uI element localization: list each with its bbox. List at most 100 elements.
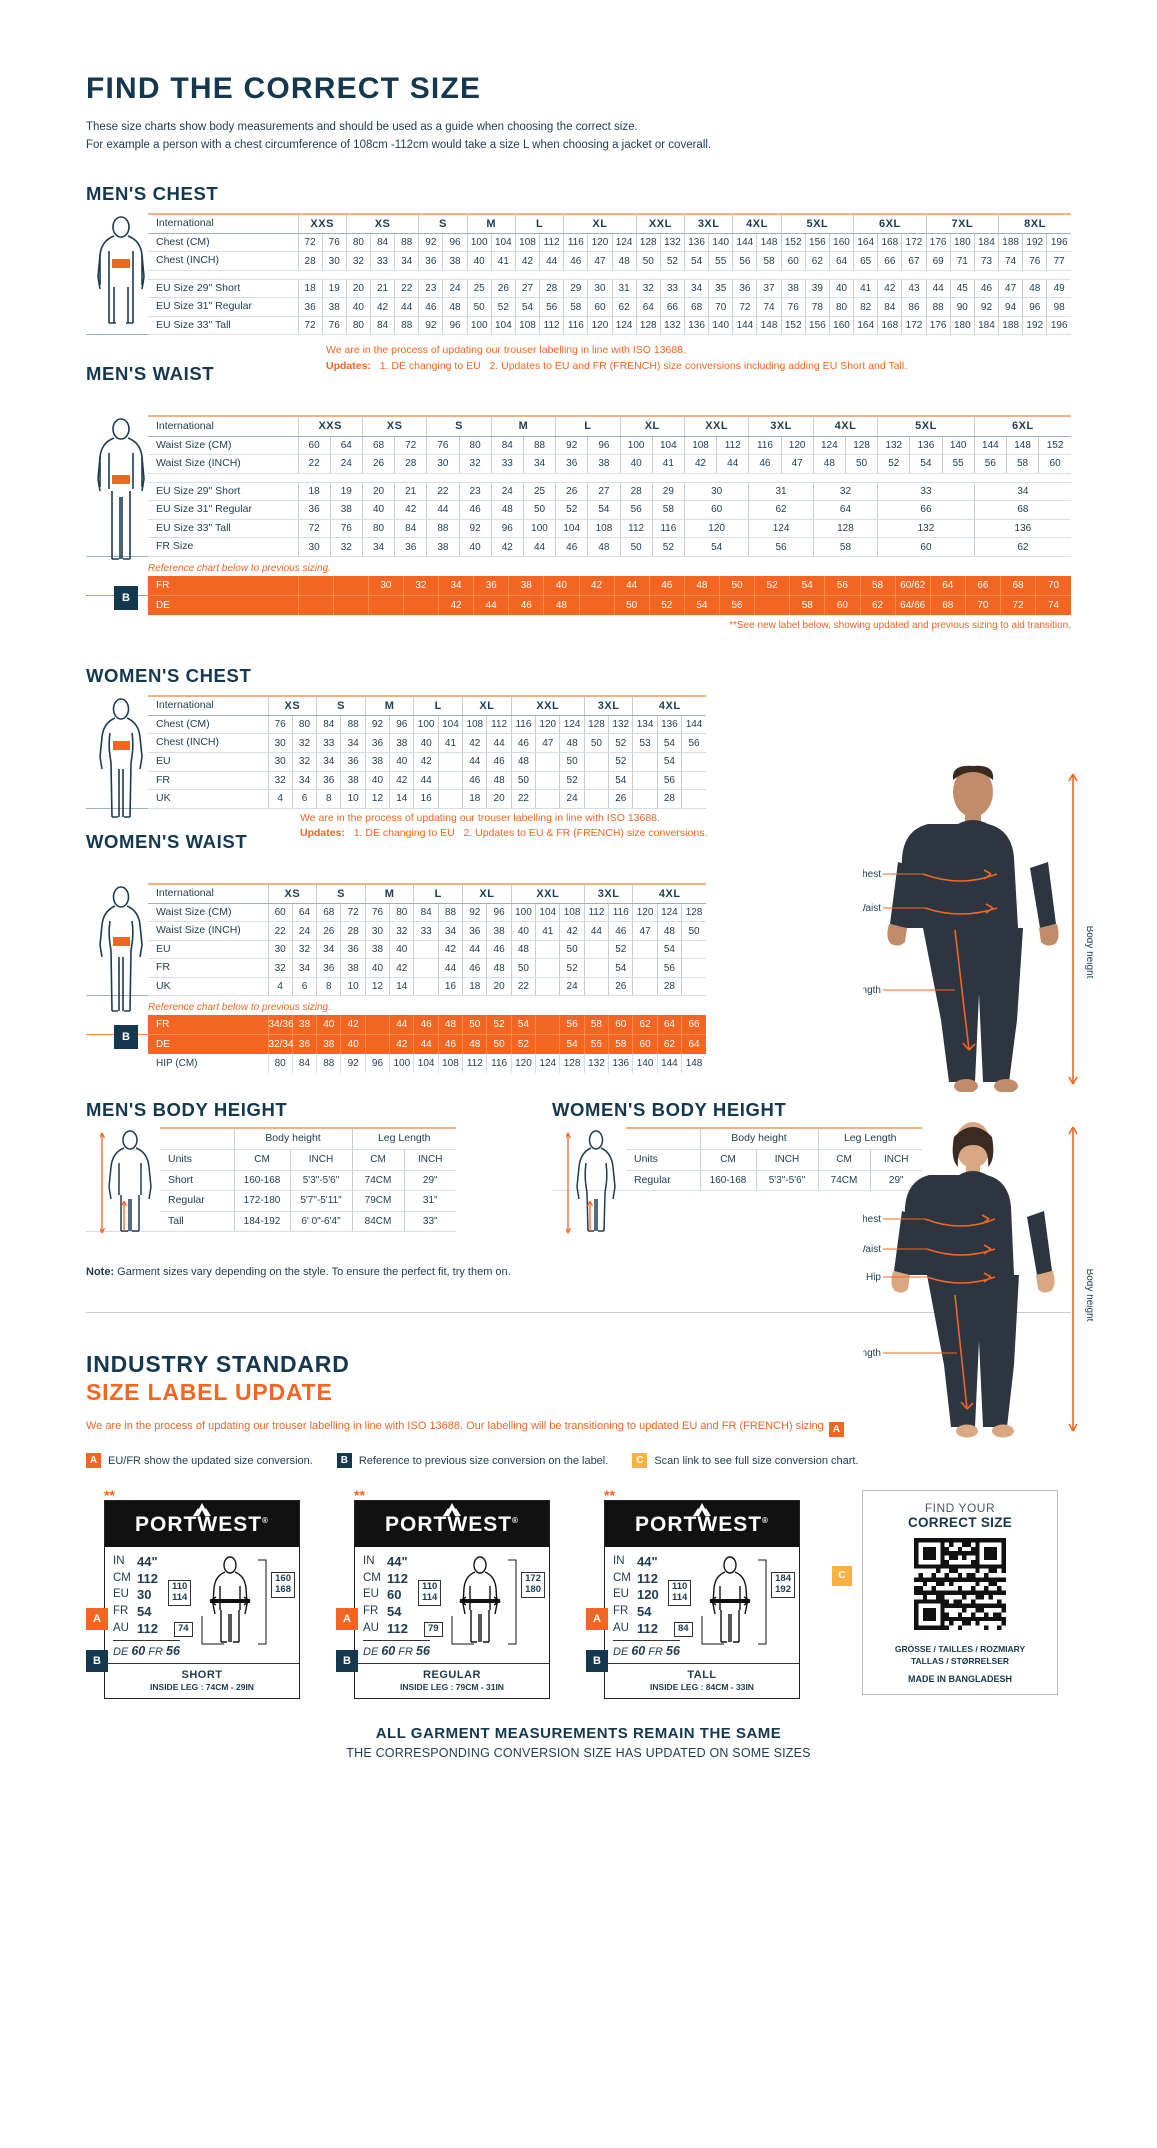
- table-cell: 84: [369, 233, 395, 253]
- table-cell: 38: [329, 500, 363, 520]
- stars-marker: **: [354, 1487, 365, 1504]
- size-header: XXL: [683, 415, 749, 437]
- table-cell: 108: [437, 1054, 463, 1074]
- ref-table-cell: 66: [964, 575, 1001, 596]
- size-header: L: [514, 212, 564, 234]
- table-cell: 40: [466, 251, 492, 271]
- table-cell: 88: [437, 903, 463, 923]
- table-cell: 77: [1046, 251, 1071, 271]
- table-cell: 40: [361, 500, 395, 520]
- womens-waist-table-area: International XS S M L XL XXL 3XL 4XL Waist Size …: [86, 882, 706, 1074]
- portwest-wordmark: PORTWEST®: [135, 1513, 269, 1537]
- qr-card[interactable]: FIND YOUR CORRECT SIZE GRÖSSE / TAILLES / …: [862, 1490, 1058, 1696]
- table-row: UK 4 6 8 10 12 14 16 18 20 22 24 26 28: [86, 977, 706, 997]
- table-cell: 20: [486, 789, 512, 809]
- table-cell: 21: [369, 279, 395, 299]
- table-row: EU Size 31" Regular 36 38 40 42 44 46 48 50 52 54 5…: [86, 297, 1071, 317]
- table-row: EU Size 29" Short 18 19 20 21 22 23 24 25 26 27 28 2…: [86, 482, 1071, 502]
- table-cell: 56: [732, 251, 757, 271]
- table-cell: 68: [973, 500, 1071, 520]
- row-label: FR: [148, 958, 268, 978]
- table-cell: 64: [828, 251, 854, 271]
- table-cell: 92: [555, 436, 588, 456]
- table-cell: 184: [973, 233, 999, 253]
- table-cell: 41: [651, 454, 685, 474]
- size-header: XL: [462, 694, 512, 716]
- table-cell: 124: [748, 519, 814, 539]
- ref-table-cell: 40: [316, 1015, 341, 1035]
- table-cell: 152: [780, 316, 806, 336]
- table-cell: 46: [418, 297, 443, 317]
- table-cell: 36: [418, 251, 443, 271]
- table-cell: [583, 977, 609, 997]
- table-cell: 32: [345, 251, 371, 271]
- table-cell: 12: [364, 789, 390, 809]
- table-cell: 28: [394, 454, 427, 474]
- table-cell: 25: [466, 279, 492, 299]
- table-cell: 58: [651, 500, 685, 520]
- table-row: Waist Size (INCH) 22 24 26 28 30 32 33 34 36 38 40 4…: [86, 921, 706, 941]
- table-cell: 48: [656, 921, 682, 941]
- table-cell: 144: [973, 436, 1007, 456]
- table-cell: 84: [316, 715, 341, 735]
- table-cell: 38: [364, 752, 390, 772]
- table-cell: 33: [490, 454, 524, 474]
- table-cell: 180: [949, 233, 975, 253]
- table-cell: 120: [535, 715, 560, 735]
- womens-body-height-block: WOMEN'S BODY HEIGHT: [552, 1099, 922, 1234]
- ref-table-cell: 70: [1035, 575, 1071, 596]
- garment-label: PORTWEST® IN 44" CM 112 EU 30 FR 54 AU 112 DE 60 FR…: [104, 1500, 300, 1700]
- table-cell: 6: [291, 789, 317, 809]
- section-divider: [86, 1312, 1071, 1314]
- table-cell: 6: [291, 977, 317, 997]
- table-cell: 74CM: [817, 1170, 870, 1192]
- table-cell: 16: [413, 789, 439, 809]
- qr-code-icon[interactable]: [914, 1538, 1006, 1631]
- size-header: 5XL: [877, 415, 975, 437]
- table-cell: 128: [635, 233, 661, 253]
- table-cell: [681, 752, 706, 772]
- row-label: International: [148, 415, 298, 437]
- ref-table-cell: 40: [543, 575, 579, 596]
- table-cell: 54: [608, 958, 633, 978]
- table-cell: 50: [681, 921, 706, 941]
- table-cell: 72: [297, 519, 331, 539]
- table-cell: 41: [535, 921, 560, 941]
- table-cell: 92: [418, 233, 443, 253]
- row-label: DE: [148, 594, 298, 615]
- table-cell: 132: [659, 316, 685, 336]
- size-header: L: [413, 882, 463, 904]
- table-cell: 140: [941, 436, 975, 456]
- measure-key: IN: [113, 1555, 125, 1568]
- measure-value: 54: [387, 1604, 402, 1620]
- updates-item-2: 2. Updates to EU and FR (FRENCH) size co…: [489, 360, 908, 373]
- row-label: Chest (INCH): [148, 733, 268, 754]
- table-cell: 52: [877, 454, 910, 474]
- size-header: XXS: [297, 212, 347, 234]
- table-cell: 36: [297, 500, 331, 520]
- table-row: FR 32 34 36 38 40 42 44 46 48 50 52 54 56: [86, 771, 706, 791]
- measure-key: EU: [363, 1588, 379, 1601]
- womens-waist-updates-notice: We are in the process of updating our tr…: [300, 811, 707, 843]
- ref-table-cell: 58: [789, 594, 825, 615]
- table-cell: 5'3"-5'6": [755, 1170, 818, 1192]
- figure-cell: [86, 1128, 160, 1233]
- intro-line-2: For example a person with a chest circum…: [86, 138, 712, 151]
- table-cell: 184-192: [233, 1211, 290, 1233]
- table-cell: 108: [683, 436, 717, 456]
- measure-value: 54: [137, 1604, 152, 1620]
- model-photos-column: Chest Waist Leg Length Body height: [831, 762, 1095, 1468]
- table-cell: 112: [486, 715, 512, 735]
- label-measurements: IN 44" CM 112 EU 30 FR 54 AU 112 DE 60 FR 56: [113, 1554, 180, 1659]
- row-label: EU Size 29" Short: [148, 279, 298, 299]
- chip-c: C: [632, 1453, 648, 1469]
- page-title: FIND THE CORRECT SIZE: [86, 72, 482, 105]
- table-cell: 34: [973, 482, 1071, 502]
- table-cell: 50: [466, 297, 492, 317]
- label-footer: REGULAR INSIDE LEG : 79CM - 31IN: [355, 1663, 549, 1698]
- table-cell: 38: [442, 251, 468, 271]
- table-cell: 32: [458, 454, 492, 474]
- table-cell: 33: [413, 921, 439, 941]
- table-cell: 100: [466, 233, 492, 253]
- table-cell: 32: [291, 752, 317, 772]
